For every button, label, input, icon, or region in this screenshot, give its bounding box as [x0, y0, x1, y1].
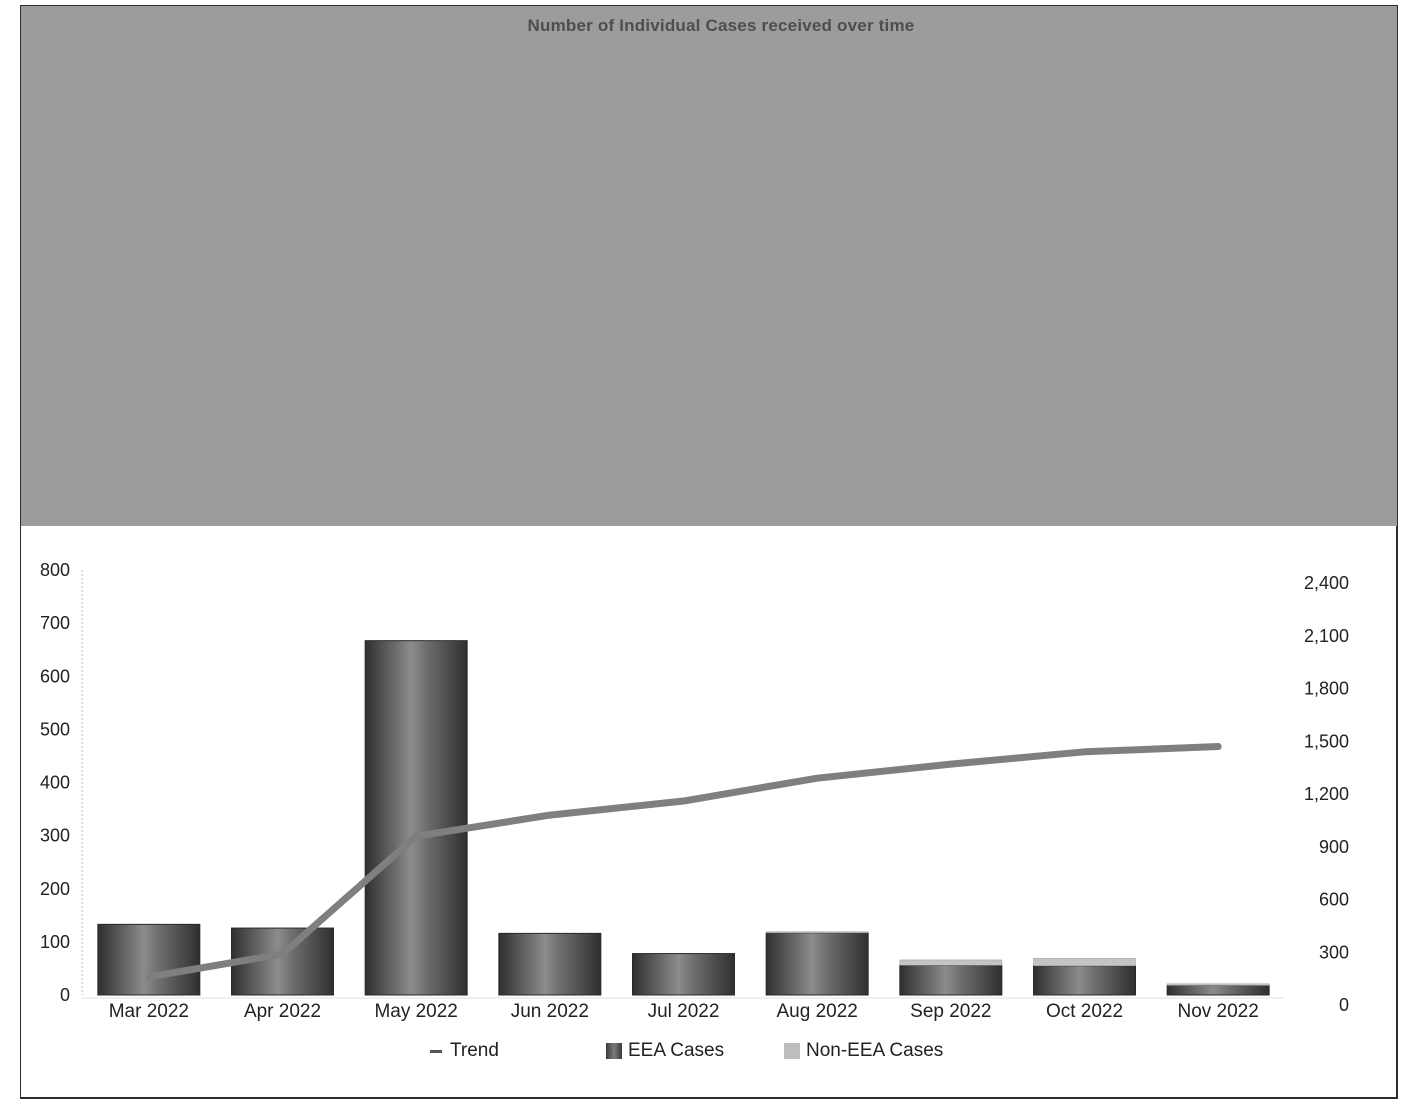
legend-item-non-eea: Non-EEA Cases [784, 1040, 943, 1062]
right-tick-label: 300 [1319, 942, 1349, 962]
bar-eea [364, 640, 468, 996]
right-tick-label: 2,400 [1304, 573, 1349, 593]
right-tick-label: 2,100 [1304, 626, 1349, 646]
x-tick-label: Oct 2022 [1046, 1001, 1123, 1022]
left-tick-label: 300 [40, 826, 70, 846]
non-eea-swatch [784, 1043, 800, 1059]
trend-point [282, 953, 283, 955]
trend-swatch [430, 1049, 442, 1053]
trend-point [549, 814, 551, 816]
left-tick-label: 700 [40, 613, 70, 633]
bar-non-eea [899, 959, 1003, 966]
chart-title: Number of Individual Cases received over… [527, 16, 915, 35]
bar-non-eea [765, 931, 869, 934]
bar-eea [765, 932, 869, 996]
x-tick-label: Jul 2022 [648, 1001, 720, 1022]
bar-eea [632, 953, 735, 996]
trend-point [148, 976, 150, 978]
left-tick-label: 200 [40, 879, 70, 899]
legend-label-eea: EEA Cases [628, 1040, 725, 1061]
trend-point [415, 835, 417, 837]
trend-point [1084, 751, 1085, 753]
legend: Trend EEA Cases Non-EEA Cases [0, 1040, 1410, 1070]
trend-point [1217, 746, 1219, 748]
bar-non-eea [1033, 958, 1136, 967]
right-tick-label: 0 [1339, 995, 1349, 1015]
left-tick-label: 600 [40, 666, 70, 686]
bar-eea [97, 923, 201, 996]
x-tick-label: Apr 2022 [244, 1001, 321, 1022]
left-tick-label: 500 [40, 719, 70, 739]
x-tick-label: Jun 2022 [511, 1001, 589, 1022]
trend-point [816, 777, 818, 779]
bar-eea [1166, 984, 1270, 996]
right-tick-label: 600 [1319, 890, 1349, 910]
x-tick-label: Aug 2022 [776, 1001, 857, 1022]
x-tick-label: Mar 2022 [109, 1001, 189, 1022]
legend-label-non-eea: Non-EEA Cases [806, 1040, 944, 1061]
left-tick-label: 400 [40, 773, 70, 793]
right-tick-label: 900 [1319, 837, 1349, 857]
left-tick-label: 0 [60, 985, 70, 1005]
x-tick-label: Sep 2022 [910, 1001, 991, 1022]
title-band [21, 6, 1397, 526]
legend-item-trend: Trend [430, 1040, 499, 1062]
x-tick-label: Nov 2022 [1177, 1001, 1258, 1022]
legend-item-eea: EEA Cases [606, 1040, 724, 1062]
eea-swatch [606, 1043, 622, 1059]
trend-point [950, 763, 952, 765]
left-tick-label: 800 [40, 560, 70, 580]
bar-eea [899, 964, 1003, 996]
right-tick-label: 1,800 [1304, 679, 1349, 699]
bar-eea [498, 932, 602, 996]
legend-label-trend: Trend [450, 1040, 499, 1061]
right-tick-label: 1,200 [1304, 784, 1349, 804]
right-tick-label: 1,500 [1304, 731, 1349, 751]
x-tick-label: May 2022 [374, 1001, 457, 1022]
left-tick-label: 100 [40, 932, 70, 952]
bar-non-eea [1166, 983, 1270, 986]
trend-point [683, 800, 684, 802]
bar-eea [1033, 965, 1136, 996]
